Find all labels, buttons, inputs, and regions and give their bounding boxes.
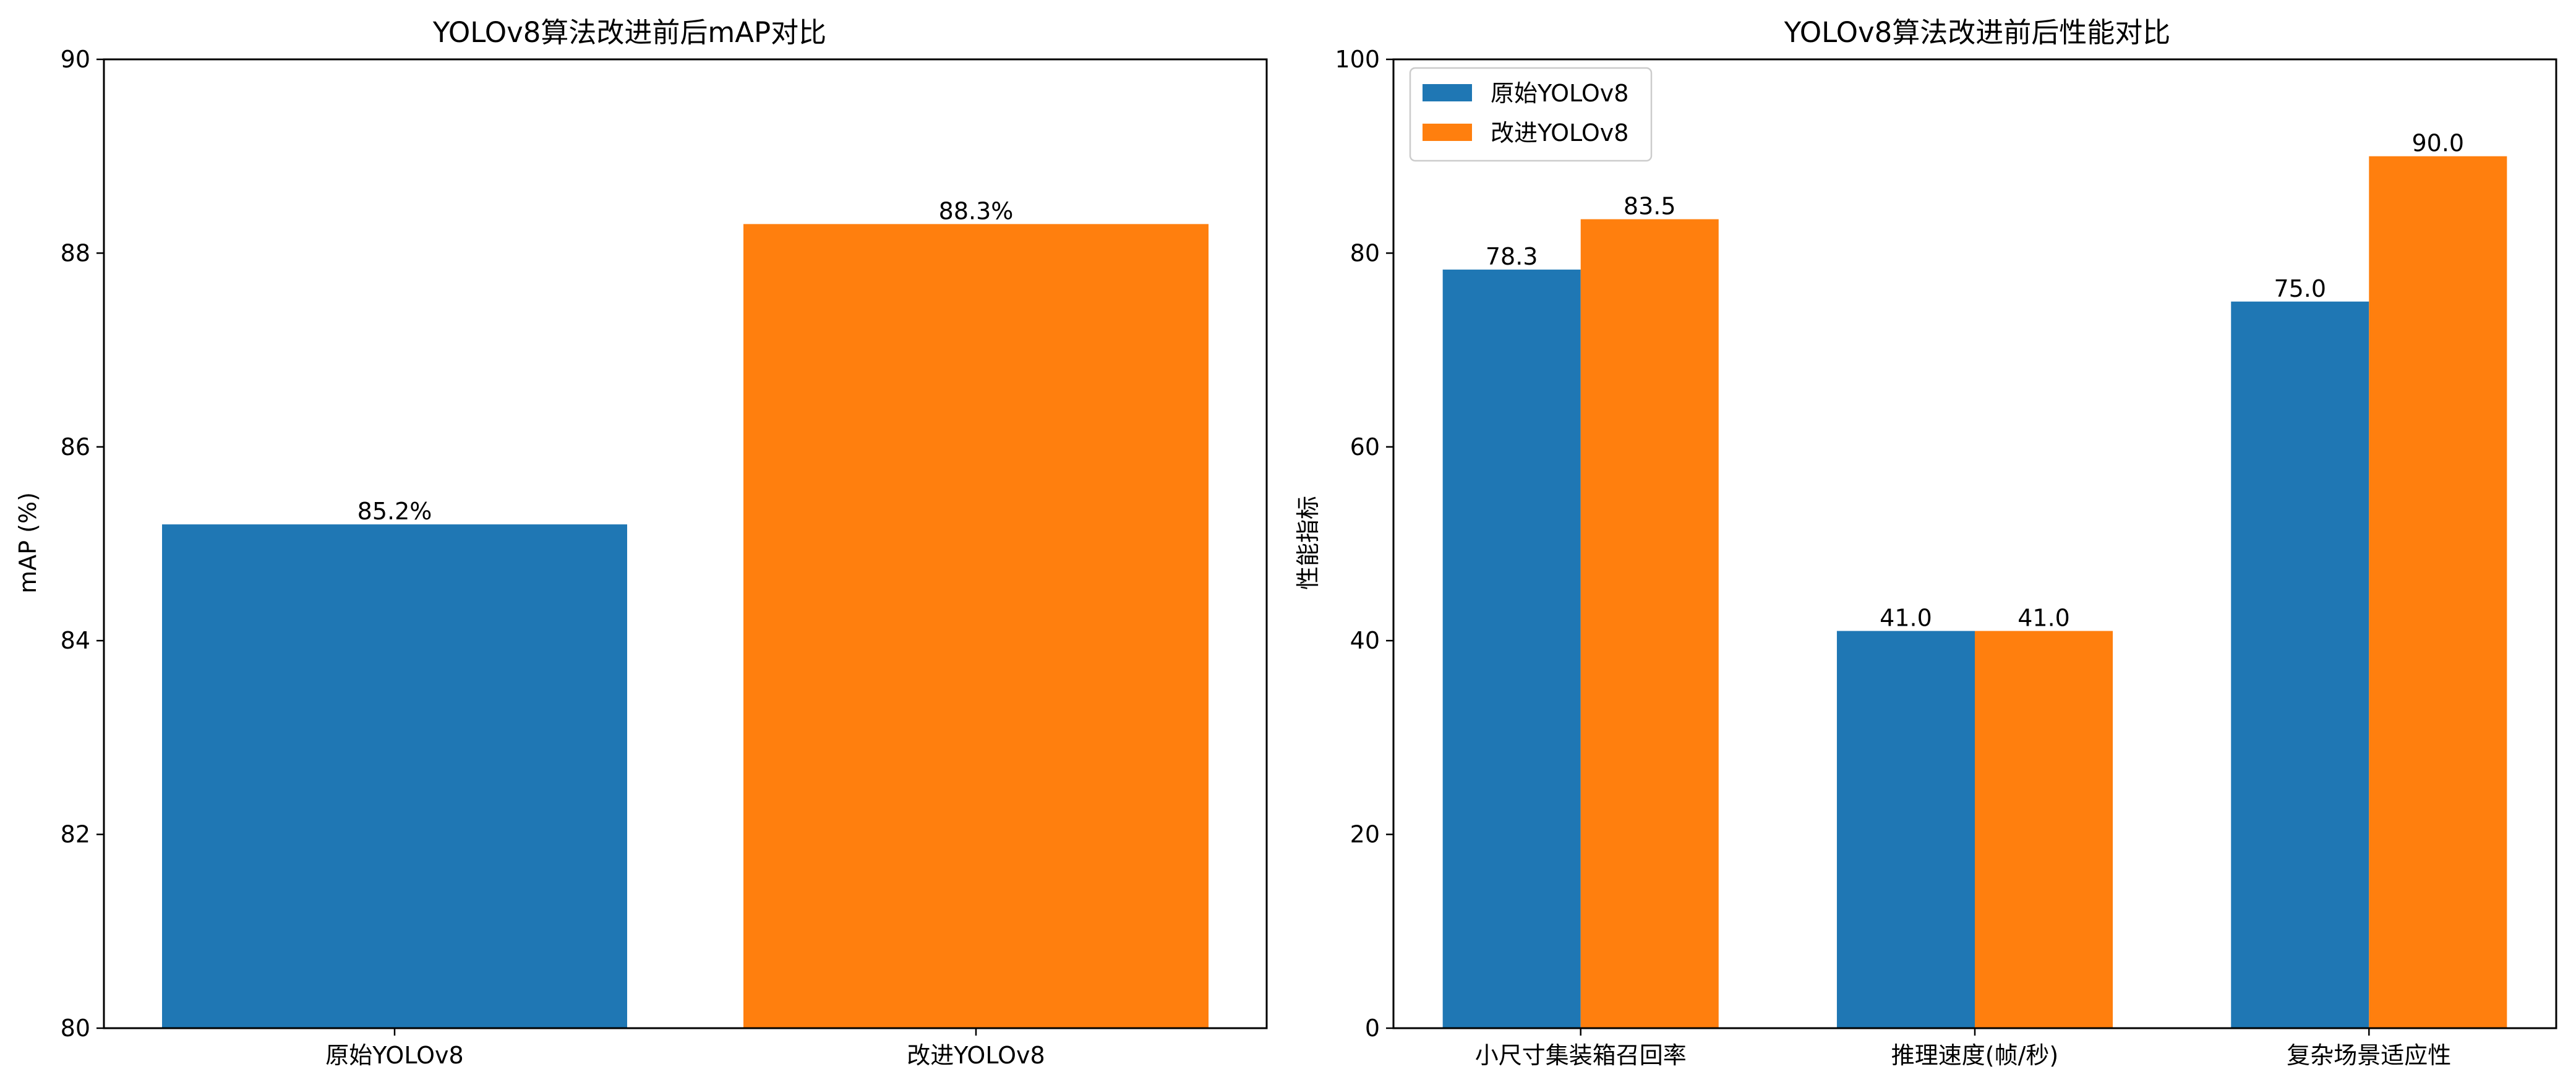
legend-swatch-improved [1423,124,1472,141]
plot-frame [1392,58,2557,1029]
bar [2369,156,2507,1029]
bar [2231,301,2369,1028]
chart-performance-comparison: YOLOv8算法改进前后性能对比 性能指标 78.3 83.5 41.0 41.0 75… [1294,16,2557,1069]
bar [162,524,627,1028]
y-tick-label: 90 [61,46,90,73]
chart-title: YOLOv8算法改进前后性能对比 [1784,16,2171,49]
bar-value-label: 41.0 [1880,605,1932,632]
chart-map-comparison: YOLOv8算法改进前后mAP对比 mAP (%) 85.2% 88.3% 80 8… [14,16,1268,1069]
y-tick-label: 20 [1350,821,1380,848]
y-tick-label: 0 [1365,1015,1380,1042]
bar [1975,631,2113,1028]
y-tick-label: 40 [1350,627,1380,654]
x-tick-label: 推理速度(帧/秒) [1891,1042,2058,1069]
y-tick-label: 82 [61,821,90,848]
legend-label-improved: 改进YOLOv8 [1491,119,1628,147]
y-axis-label: mAP (%) [14,492,41,594]
y-tick-label: 86 [61,433,90,461]
bar-value-label: 85.2% [357,498,432,525]
y-tick-label: 84 [61,627,90,654]
y-tick-label: 88 [61,239,90,266]
bar-value-label: 41.0 [2018,605,2070,632]
bar-value-label: 75.0 [2274,275,2326,302]
bar [1442,270,1581,1028]
bar-value-label: 78.3 [1486,243,1538,270]
x-tick-label: 改进YOLOv8 [907,1042,1045,1069]
x-tick-label: 复杂场景适应性 [2287,1042,2451,1069]
legend: 原始YOLOv8 改进YOLOv8 [1409,67,1653,162]
bar-value-label: 88.3% [939,197,1014,224]
bar [1836,631,1975,1028]
chart-title: YOLOv8算法改进前后mAP对比 [432,16,826,49]
bar-value-label: 83.5 [1624,193,1676,220]
y-tick-label: 80 [61,1015,90,1042]
bar-value-label: 90.0 [2412,130,2465,157]
legend-label-original: 原始YOLOv8 [1491,80,1628,107]
y-tick-label: 100 [1335,46,1380,73]
plot-frame [103,58,1268,1029]
x-tick-label: 小尺寸集装箱召回率 [1475,1042,1687,1069]
x-tick-label: 原始YOLOv8 [325,1042,463,1069]
bar [1580,219,1719,1029]
bar [743,224,1209,1028]
legend-swatch-original [1423,84,1472,101]
y-axis-label: 性能指标 [1294,496,1322,590]
y-tick-label: 80 [1350,239,1380,266]
y-tick-label: 60 [1350,433,1380,461]
